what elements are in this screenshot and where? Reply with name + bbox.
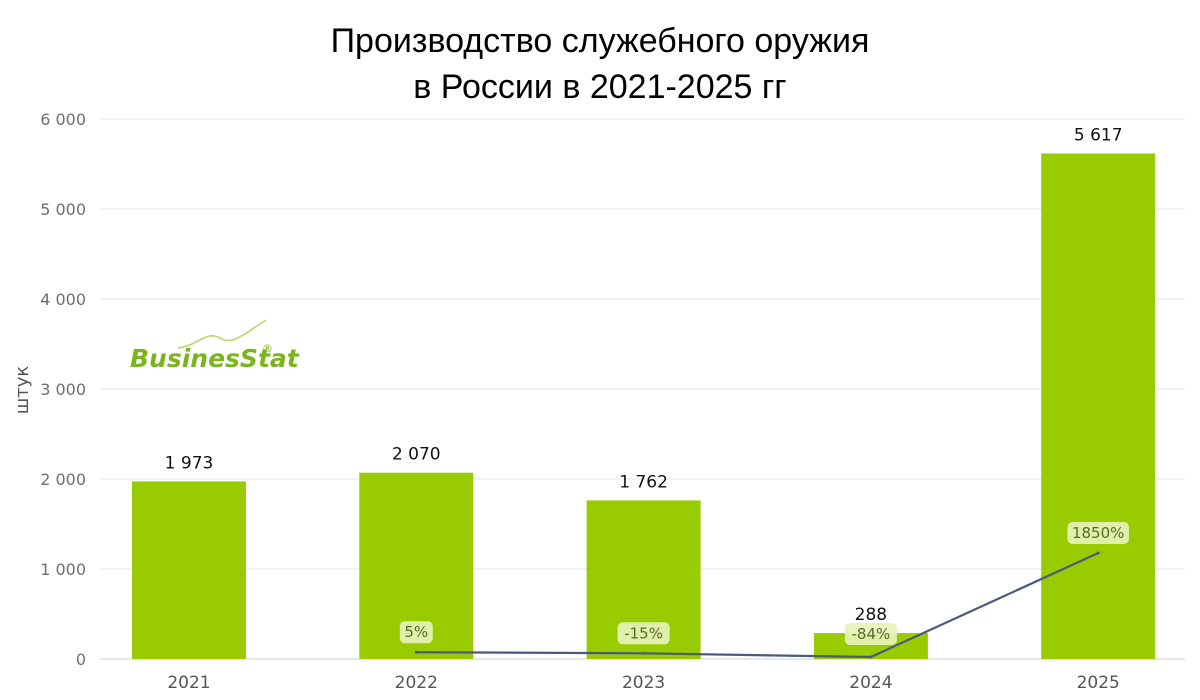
logo-text: BusinesStat xyxy=(130,344,300,373)
y-tick-label: 6 000 xyxy=(40,110,86,129)
bar-value-label: 288 xyxy=(855,605,887,625)
logo-swoosh-icon xyxy=(177,319,267,349)
growth-label: -84% xyxy=(852,625,891,643)
x-tick-label: 2025 xyxy=(1077,673,1120,693)
bar-value-label: 1 762 xyxy=(619,472,668,492)
bars xyxy=(132,153,1156,659)
y-axis-label: штук xyxy=(12,366,33,415)
growth-point xyxy=(1096,551,1100,555)
y-tick-label: 0 xyxy=(76,650,86,669)
growth-label: 1850% xyxy=(1072,524,1124,542)
bar-value-label: 1 973 xyxy=(165,453,214,473)
growth-label-background xyxy=(399,621,433,644)
bar-value-label: 5 617 xyxy=(1074,125,1123,145)
x-tick-label: 2024 xyxy=(849,673,892,693)
x-tick-label: 2023 xyxy=(622,673,665,693)
x-tick-label: 2021 xyxy=(167,673,210,693)
businesstat-logo: BusinesStat ® xyxy=(130,319,300,373)
growth-series-line xyxy=(416,551,1099,659)
growth-label: 5% xyxy=(404,623,428,641)
y-tick-label: 1 000 xyxy=(40,560,86,579)
chart-title: Производство служебного оружия в России … xyxy=(0,18,1200,110)
y-tick-label: 3 000 xyxy=(40,380,86,399)
logo-registered-mark: ® xyxy=(262,342,273,355)
growth-point xyxy=(869,655,873,659)
bar xyxy=(132,481,246,659)
bar-value-label: 2 070 xyxy=(392,445,441,465)
growth-label-background xyxy=(844,623,897,645)
chart-title-line-2: в России в 2021-2025 гг xyxy=(413,68,787,106)
growth-label-background xyxy=(1067,522,1129,544)
y-tick-label: 4 000 xyxy=(40,290,86,309)
growth-label: -15% xyxy=(624,624,663,642)
x-axis-ticks: 2021 2022 2023 2024 2025 xyxy=(167,673,1119,693)
y-tick-label: 5 000 xyxy=(40,200,86,219)
x-tick-label: 2022 xyxy=(395,673,438,693)
grid-lines xyxy=(100,118,1185,660)
bar xyxy=(1041,153,1156,659)
growth-line: 5% -15% -84% 1850% xyxy=(399,522,1129,659)
growth-point xyxy=(642,651,646,655)
value-labels: 1 973 2 070 1 762 288 5 617 xyxy=(165,125,1123,625)
growth-point xyxy=(414,650,418,654)
y-tick-label: 2 000 xyxy=(40,470,86,489)
y-axis-ticks: 0 1 000 2 000 3 000 4 000 5 000 6 000 xyxy=(40,110,86,669)
growth-label-background xyxy=(617,622,670,645)
chart-title-line-1: Производство служебного оружия xyxy=(330,22,870,60)
